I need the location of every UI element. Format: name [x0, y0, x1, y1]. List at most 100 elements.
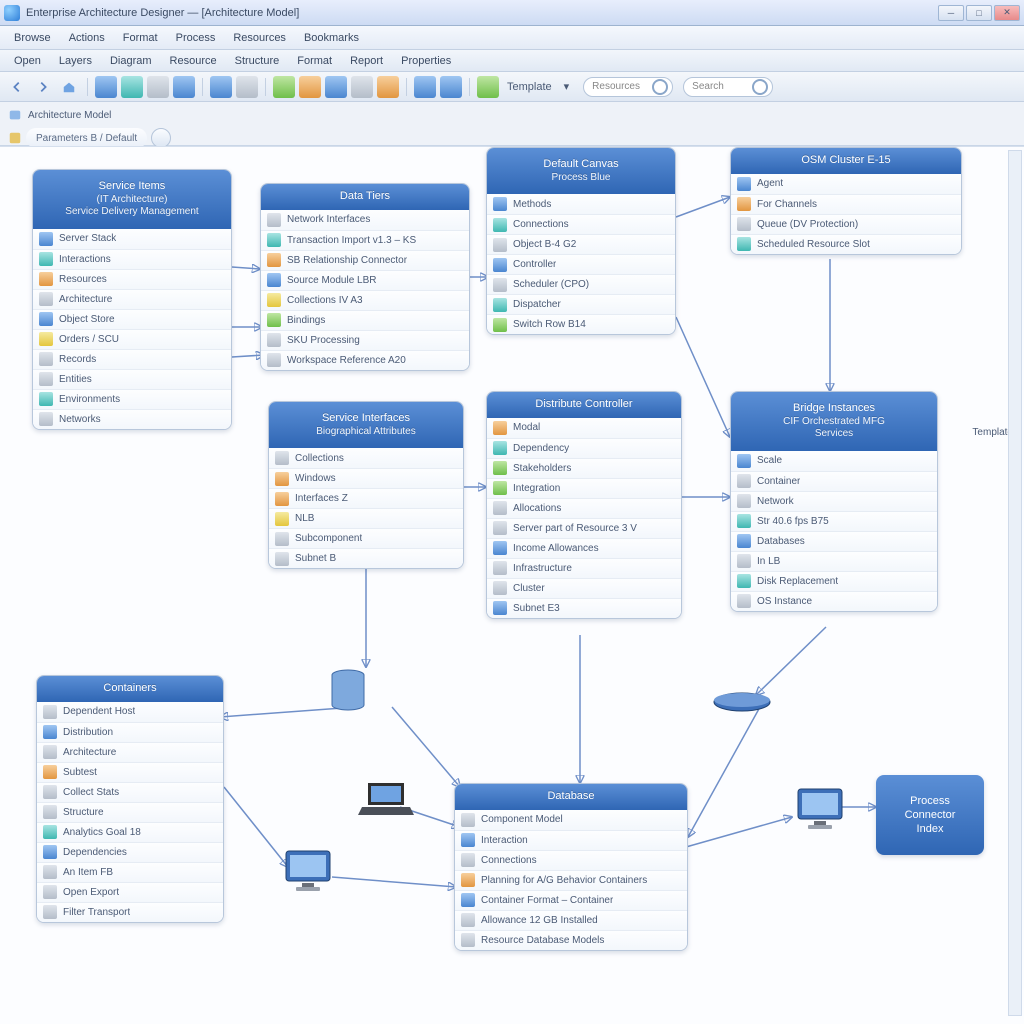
list-item[interactable]: Entities: [33, 369, 231, 389]
breadcrumb-root[interactable]: Architecture Model: [28, 110, 111, 121]
menu-format[interactable]: Format: [115, 29, 166, 47]
list-item[interactable]: Integration: [487, 478, 681, 498]
list-item[interactable]: Open Export: [37, 882, 223, 902]
panel-i[interactable]: DatabaseComponent ModelInteractionConnec…: [454, 783, 688, 951]
panel-h[interactable]: ContainersDependent HostDistributionArch…: [36, 675, 224, 923]
list-item[interactable]: Object Store: [33, 309, 231, 329]
list-item[interactable]: Bindings: [261, 310, 469, 330]
camera-icon[interactable]: [210, 76, 232, 98]
panel-e[interactable]: Service InterfacesBiographical Attribute…: [268, 401, 464, 569]
list-item[interactable]: Filter Transport: [37, 902, 223, 922]
list-item[interactable]: Connections: [487, 214, 675, 234]
list-item[interactable]: In LB: [731, 551, 937, 571]
list-item[interactable]: OS Instance: [731, 591, 937, 611]
list-item[interactable]: SB Relationship Connector: [261, 250, 469, 270]
panel-g[interactable]: Bridge InstancesCIF Orchestrated MFGServ…: [730, 391, 938, 612]
toolbar-dropdown-icon[interactable]: ▾: [560, 80, 574, 93]
list-item[interactable]: Collections IV A3: [261, 290, 469, 310]
list-item[interactable]: Scheduler (CPO): [487, 274, 675, 294]
menu-process[interactable]: Process: [168, 29, 224, 47]
server-icon[interactable]: [328, 667, 368, 718]
home-icon[interactable]: [58, 76, 80, 98]
list-item[interactable]: Dependent Host: [37, 702, 223, 722]
list-item[interactable]: Subnet B: [269, 548, 463, 568]
menu-resources[interactable]: Resources: [225, 29, 294, 47]
parameter-selector[interactable]: Parameters B / Default: [26, 128, 147, 148]
list-item[interactable]: Architecture: [33, 289, 231, 309]
list-item[interactable]: Queue (DV Protection): [731, 214, 961, 234]
list-item[interactable]: Analytics Goal 18: [37, 822, 223, 842]
submenu-diagram[interactable]: Diagram: [102, 52, 160, 70]
undo-icon[interactable]: [299, 76, 321, 98]
list-item[interactable]: Infrastructure: [487, 558, 681, 578]
vertical-scrollbar[interactable]: [1008, 150, 1022, 1016]
list-item[interactable]: Allocations: [487, 498, 681, 518]
list-item[interactable]: SKU Processing: [261, 330, 469, 350]
list-item[interactable]: Distribution: [37, 722, 223, 742]
submenu-layers[interactable]: Layers: [51, 52, 100, 70]
paste-icon[interactable]: [377, 76, 399, 98]
list-item[interactable]: Windows: [269, 468, 463, 488]
open-icon[interactable]: [121, 76, 143, 98]
panel-b[interactable]: Data TiersNetwork InterfacesTransaction …: [260, 183, 470, 371]
diagram-canvas[interactable]: Service Items(IT Architecture)Service De…: [0, 146, 1024, 1024]
laptop-icon[interactable]: [358, 779, 414, 822]
list-item[interactable]: Network Interfaces: [261, 210, 469, 230]
save-icon[interactable]: [147, 76, 169, 98]
grid-icon[interactable]: [414, 76, 436, 98]
list-item[interactable]: Dependencies: [37, 842, 223, 862]
list-item[interactable]: Allowance 12 GB Installed: [455, 910, 687, 930]
list-item[interactable]: Subcomponent: [269, 528, 463, 548]
list-item[interactable]: Transaction Import v1.3 – KS: [261, 230, 469, 250]
list-item[interactable]: Environments: [33, 389, 231, 409]
list-item[interactable]: Subnet E3: [487, 598, 681, 618]
list-item[interactable]: Networks: [33, 409, 231, 429]
list-item[interactable]: Methods: [487, 194, 675, 214]
list-item[interactable]: Cluster: [487, 578, 681, 598]
list-item[interactable]: Server Stack: [33, 229, 231, 249]
list-item[interactable]: Databases: [731, 531, 937, 551]
minimize-button[interactable]: ─: [938, 5, 964, 21]
doc-icon[interactable]: [236, 76, 258, 98]
submenu-properties[interactable]: Properties: [393, 52, 459, 70]
close-button[interactable]: ✕: [994, 5, 1020, 21]
list-item[interactable]: Container: [731, 471, 937, 491]
resources-search[interactable]: Resources: [583, 77, 673, 97]
panel-j[interactable]: ProcessConnectorIndex: [876, 775, 984, 855]
new-icon[interactable]: [95, 76, 117, 98]
list-item[interactable]: Resources: [33, 269, 231, 289]
monitor-icon[interactable]: [282, 847, 334, 898]
list-item[interactable]: Collections: [269, 448, 463, 468]
list-item[interactable]: Stakeholders: [487, 458, 681, 478]
list-item[interactable]: Component Model: [455, 810, 687, 830]
list-item[interactable]: Controller: [487, 254, 675, 274]
list-item[interactable]: Dispatcher: [487, 294, 675, 314]
list-item[interactable]: Resource Database Models: [455, 930, 687, 950]
nav-back-button[interactable]: [6, 76, 28, 98]
redo-icon[interactable]: [325, 76, 347, 98]
list-item[interactable]: Architecture: [37, 742, 223, 762]
parameter-go-button[interactable]: [151, 128, 171, 148]
list-item[interactable]: Network: [731, 491, 937, 511]
menu-actions[interactable]: Actions: [61, 29, 113, 47]
list-item[interactable]: Records: [33, 349, 231, 369]
list-item[interactable]: Connections: [455, 850, 687, 870]
copy-icon[interactable]: [351, 76, 373, 98]
list-item[interactable]: Switch Row B14: [487, 314, 675, 334]
maximize-button[interactable]: □: [966, 5, 992, 21]
monitor-icon[interactable]: [794, 785, 846, 836]
menu-bookmarks[interactable]: Bookmarks: [296, 29, 367, 47]
list-item[interactable]: Income Allowances: [487, 538, 681, 558]
list-item[interactable]: NLB: [269, 508, 463, 528]
print-icon[interactable]: [173, 76, 195, 98]
panel-c[interactable]: Default CanvasProcess BlueMethodsConnect…: [486, 147, 676, 335]
sync-icon[interactable]: [273, 76, 295, 98]
list-item[interactable]: Interactions: [33, 249, 231, 269]
disk-icon[interactable]: [712, 691, 772, 716]
list-item[interactable]: Workspace Reference A20: [261, 350, 469, 370]
list-item[interactable]: Scale: [731, 451, 937, 471]
submenu-format[interactable]: Format: [289, 52, 340, 70]
list-item[interactable]: Planning for A/G Behavior Containers: [455, 870, 687, 890]
submenu-resource[interactable]: Resource: [162, 52, 225, 70]
global-search[interactable]: Search: [683, 77, 773, 97]
